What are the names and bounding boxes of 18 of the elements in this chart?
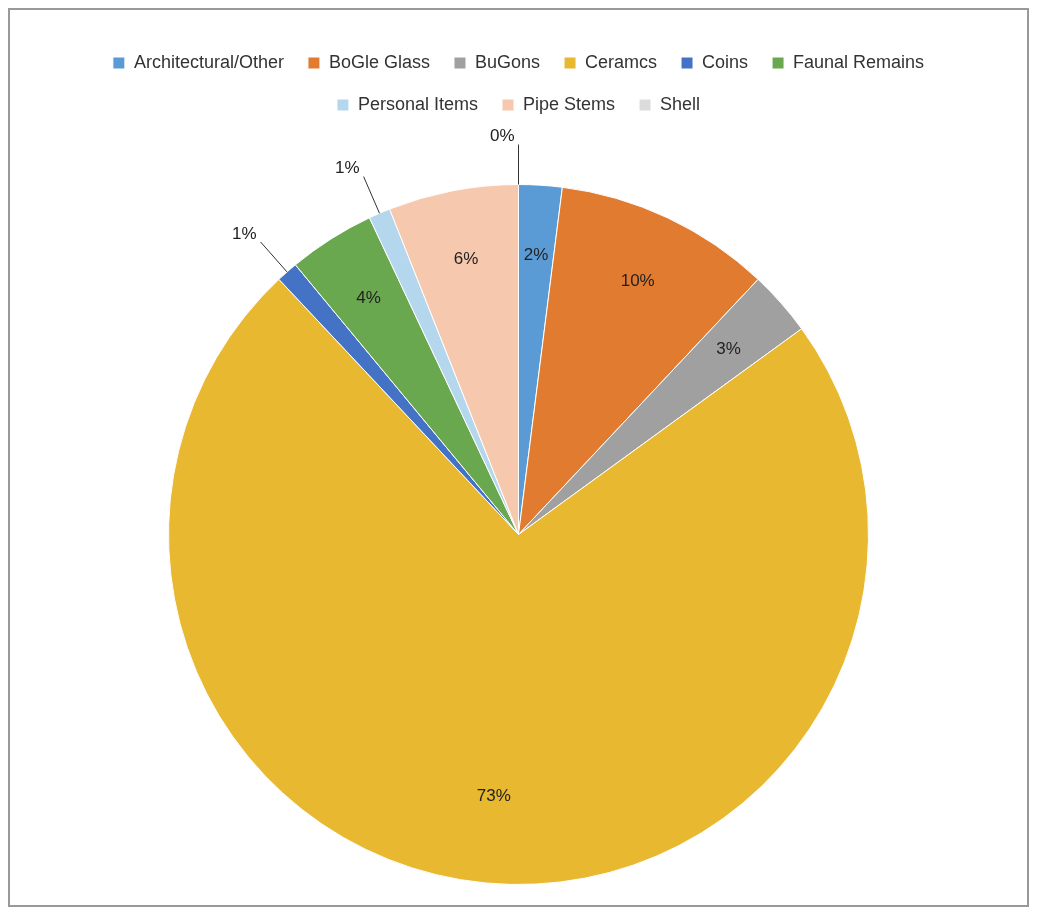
legend-label: Architectural/Other xyxy=(133,51,284,72)
data-label: 1% xyxy=(335,158,360,178)
legend-label: Faunal Remains xyxy=(793,51,925,72)
data-label: 6% xyxy=(453,249,479,269)
text: 0% xyxy=(489,126,515,146)
data-label: 10% xyxy=(620,270,655,290)
data-label: 4% xyxy=(356,287,381,307)
legend-label: Shell xyxy=(660,93,701,114)
legend-label: BuGons xyxy=(474,51,541,72)
legend-label: Ceramcs xyxy=(585,51,658,72)
legend-label: BoGle Glass xyxy=(328,51,430,72)
data-label: 2% xyxy=(523,244,549,264)
legend-label: Pipe Stems xyxy=(522,93,616,114)
legend-label: Personal Items xyxy=(357,93,479,114)
data-label: 3% xyxy=(716,339,741,359)
legend-label: Coins xyxy=(702,51,749,72)
data-label: 1% xyxy=(232,223,257,243)
data-label: 73% xyxy=(476,785,511,805)
